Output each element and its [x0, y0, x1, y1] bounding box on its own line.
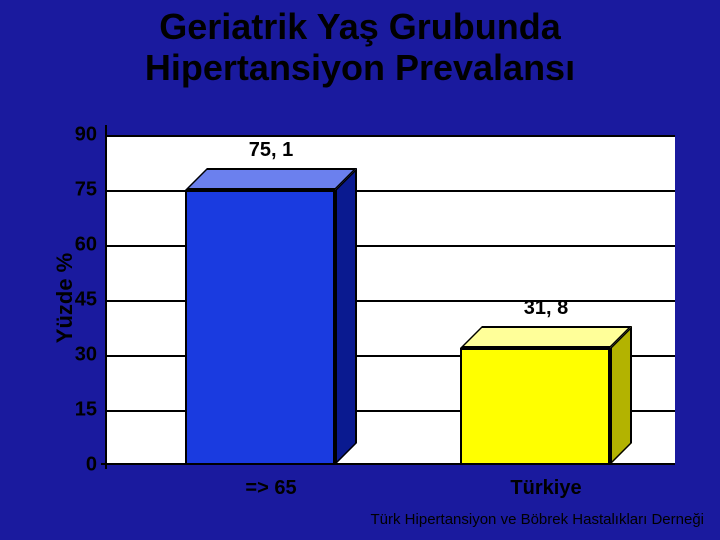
y-tick-label: 15: [75, 399, 97, 422]
y-tick-label: 75: [75, 179, 97, 202]
y-tick-label: 30: [75, 344, 97, 367]
bar-front: [460, 348, 610, 465]
bar-top: [185, 168, 357, 190]
chart-area: 015304560759075, 1=> 6531, 8Türkiye Yüzd…: [105, 115, 675, 465]
bar-side: [610, 326, 632, 465]
y-tick-label: 90: [75, 124, 97, 147]
slide-title: Geriatrik Yaş Grubunda Hipertansiyon Pre…: [0, 6, 720, 89]
chart-plot: 015304560759075, 1=> 6531, 8Türkiye: [105, 135, 675, 465]
bar: [185, 190, 335, 465]
x-axis: [101, 463, 675, 465]
category-label: => 65: [245, 477, 296, 500]
category-label: Türkiye: [510, 477, 581, 500]
footer-text: Türk Hipertansiyon ve Böbrek Hastalıklar…: [371, 511, 704, 528]
bar-value-label: 75, 1: [249, 139, 293, 162]
y-axis: [105, 125, 107, 469]
bar-front: [185, 190, 335, 465]
y-tick-label: 0: [86, 454, 97, 477]
y-axis-title: Yüzde %: [52, 253, 78, 343]
bar-top: [460, 326, 632, 348]
grid-line: [105, 135, 675, 137]
slide: Geriatrik Yaş Grubunda Hipertansiyon Pre…: [0, 0, 720, 540]
bar-value-label: 31, 8: [524, 297, 568, 320]
bar: [460, 348, 610, 465]
bar-side: [335, 168, 357, 465]
